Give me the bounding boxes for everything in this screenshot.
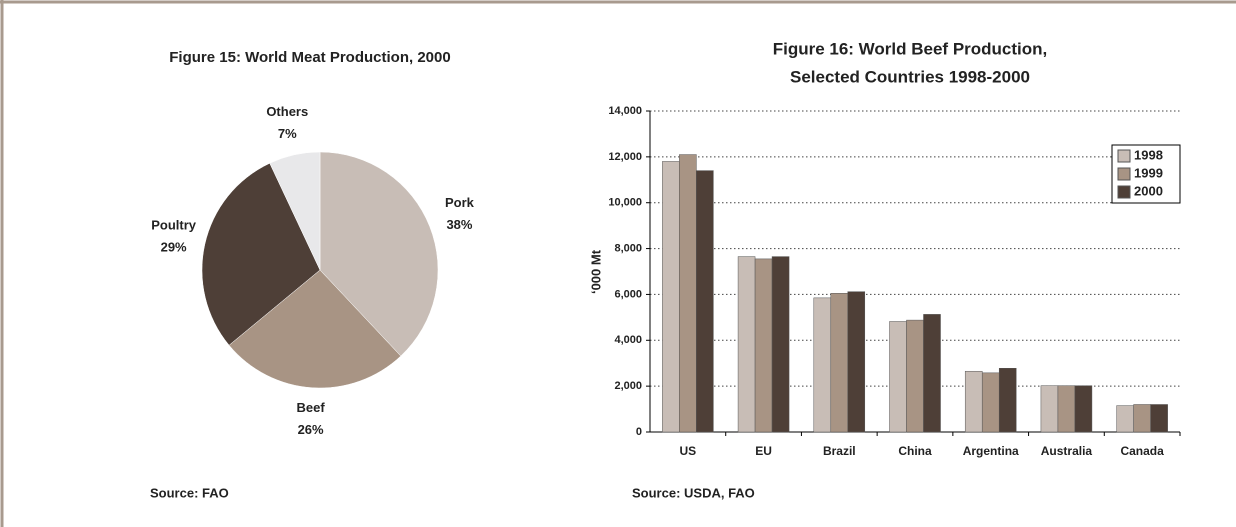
pie-title: Figure 15: World Meat Production, 2000 (169, 49, 450, 66)
x-tick-label: Australia (1041, 444, 1093, 458)
bar (830, 293, 849, 433)
x-tick-label: Brazil (823, 444, 856, 458)
bar (813, 297, 832, 433)
legend-swatch (1117, 167, 1131, 181)
pie-slice (319, 151, 439, 357)
slice-label: Pork (445, 195, 475, 210)
bar (1150, 404, 1168, 433)
bar (889, 321, 907, 433)
pie-slice (201, 162, 321, 346)
y-tick-label: 4,000 (614, 334, 642, 346)
x-tick-label: Canada (1120, 444, 1164, 458)
legend-swatch (1117, 185, 1131, 199)
y-tick-label: 2,000 (614, 380, 642, 392)
slice-label: Others (266, 104, 308, 119)
slice-value: 7% (278, 126, 297, 141)
slice-label: Poultry (151, 218, 197, 233)
bar (847, 291, 866, 433)
y-tick-label: 0 (636, 426, 642, 438)
bar (1040, 385, 1059, 433)
slice-value: 29% (161, 240, 187, 255)
slice-value: 26% (298, 422, 324, 437)
bar (771, 256, 790, 433)
pie-slice (269, 151, 321, 271)
y-tick-label: 6,000 (614, 288, 642, 300)
pie-slice (228, 269, 402, 389)
bar (1116, 405, 1134, 433)
legend-label: 2000 (1134, 183, 1163, 198)
bar (906, 319, 924, 433)
slice-value: 38% (446, 217, 472, 232)
bar-title: Figure 16: World Beef Production, (773, 39, 1048, 58)
y-tick-label: 12,000 (608, 151, 642, 163)
bar (981, 372, 1000, 433)
x-tick-label: China (898, 444, 932, 458)
y-tick-label: 14,000 (608, 105, 642, 117)
bar (1133, 404, 1151, 433)
legend-label: 1999 (1134, 165, 1163, 180)
bar (923, 314, 941, 433)
legend-swatch (1117, 149, 1131, 163)
source: Source: USDA, FAO (632, 485, 755, 500)
bar (696, 170, 714, 433)
slice-label: Beef (296, 400, 325, 415)
bar (754, 258, 773, 433)
bar-title: Selected Countries 1998-2000 (790, 67, 1030, 86)
x-tick-label: Argentina (963, 444, 1019, 458)
bar (998, 368, 1017, 433)
x-tick-label: US (680, 444, 697, 458)
bar (679, 154, 697, 433)
y-axis-label: ‘000 Mt (588, 249, 603, 294)
bar (737, 256, 756, 433)
source: Source: FAO (150, 485, 229, 500)
bar (662, 161, 680, 433)
bar (1074, 385, 1093, 433)
bar (964, 370, 983, 433)
bar (1057, 385, 1076, 433)
x-tick-label: EU (755, 444, 772, 458)
legend-label: 1998 (1134, 147, 1163, 162)
y-tick-label: 10,000 (608, 197, 642, 209)
y-tick-label: 8,000 (614, 242, 642, 254)
